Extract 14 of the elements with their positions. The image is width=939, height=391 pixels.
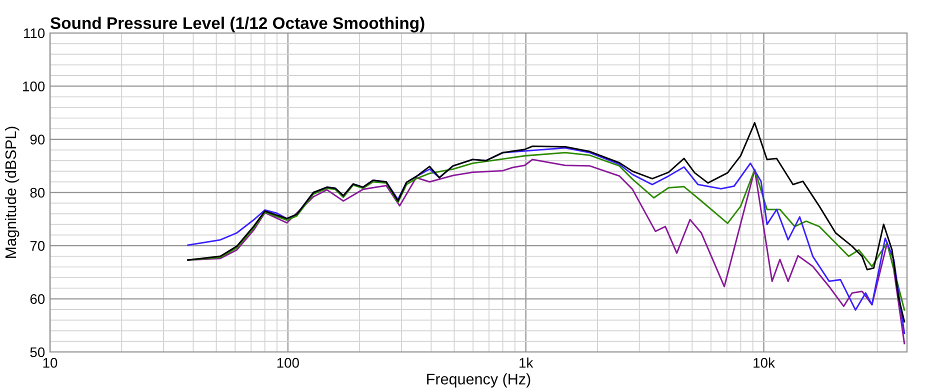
y-axis-title: Magnitude (dBSPL)	[4, 126, 20, 258]
y-tick-label: 50	[30, 347, 45, 358]
y-tick-label: 110	[24, 28, 45, 38]
x-tick-label: 10	[43, 358, 58, 368]
x-tick-label: 1k	[520, 358, 534, 368]
y-tick-label: 60	[30, 294, 45, 304]
chart-title: Sound Pressure Level (1/12 Octave Smoothing)	[50, 16, 424, 32]
x-tick-label: 100	[277, 358, 299, 368]
y-tick-label: 100	[23, 82, 45, 92]
y-tick-label: 90	[30, 134, 45, 145]
x-tick-label: 10k	[754, 358, 775, 368]
y-tick-label: 80	[30, 188, 45, 198]
x-axis-title: Frequency (Hz)	[427, 373, 530, 388]
y-tick-label: 70	[30, 241, 45, 251]
